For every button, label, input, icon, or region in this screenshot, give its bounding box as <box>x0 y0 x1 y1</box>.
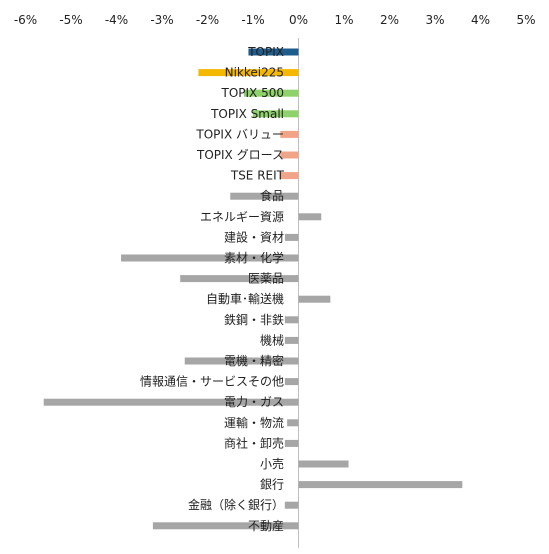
x-tick-label: 1% <box>334 13 353 27</box>
category-label: TOPIX Small <box>210 107 284 121</box>
x-tick-label: -5% <box>59 13 82 27</box>
category-label: Nikkei225 <box>225 66 284 80</box>
bar <box>280 151 299 159</box>
category-label: 鉄鋼・非鉄 <box>224 312 284 327</box>
bar <box>43 398 299 406</box>
category-label: 建設・資材 <box>224 229 284 244</box>
bar <box>121 254 299 262</box>
bar <box>198 69 299 77</box>
category-label: 金融（除く銀行） <box>188 497 284 512</box>
category-label: 自動車･輸送機 <box>206 291 284 306</box>
category-label: TSE REIT <box>230 169 285 183</box>
bar <box>248 48 299 56</box>
category-label: 素材・化学 <box>224 250 284 265</box>
x-tick-label: -4% <box>105 13 128 27</box>
bar <box>284 316 299 324</box>
x-tick-label: -6% <box>14 13 37 27</box>
bar <box>253 110 299 118</box>
category-label: TOPIX <box>247 45 284 59</box>
bar <box>184 357 299 365</box>
bar <box>298 481 463 489</box>
category-label: 食品 <box>260 188 284 203</box>
bar <box>280 172 299 180</box>
category-label: 情報通信・サービスその他 <box>140 375 284 389</box>
x-tick-label: 4% <box>471 13 490 27</box>
bar <box>287 419 299 427</box>
bar <box>230 192 299 200</box>
category-label: 商社・卸売 <box>224 435 284 450</box>
category-labels-group: TOPIX Nikkei225 TOPIX 500 TOPIX Small TOPIX … <box>140 45 285 533</box>
x-tick-label: 2% <box>380 13 399 27</box>
bar <box>284 439 299 447</box>
category-label: 医薬品 <box>248 272 284 286</box>
x-tick-label: 5% <box>516 13 535 27</box>
category-label: 小売 <box>260 456 284 471</box>
bar <box>284 378 299 386</box>
bar <box>243 89 299 97</box>
x-tick-label: -3% <box>150 13 173 27</box>
bars-group <box>43 48 463 530</box>
category-label: TOPIX 500 <box>221 86 285 100</box>
bar <box>284 501 299 509</box>
bar <box>298 295 331 303</box>
category-label: 電力・ガス <box>224 395 284 409</box>
category-label: 不動産 <box>248 518 284 533</box>
bar <box>298 460 349 468</box>
x-axis-ticks: -6% -5% -4% -3% -2% -1% 0% 1% 2% 3% 4% 5% <box>14 13 536 27</box>
x-tick-label: -1% <box>241 13 264 27</box>
category-label: エネルギー資源 <box>200 210 284 224</box>
category-label: 機械 <box>260 332 284 347</box>
category-label: 運輸・物流 <box>224 415 284 430</box>
bar <box>180 275 299 283</box>
category-label: TOPIX グロース <box>196 148 284 162</box>
bar <box>298 213 322 221</box>
category-label: TOPIX バリュー <box>195 127 284 141</box>
x-tick-label: -2% <box>196 13 219 27</box>
category-label: 銀行 <box>260 478 284 492</box>
bar <box>152 522 299 530</box>
x-tick-label: 3% <box>425 13 444 27</box>
bar <box>284 233 299 241</box>
category-label: 電機・精密 <box>224 353 284 368</box>
bar <box>284 336 299 344</box>
x-tick-label: 0% <box>289 13 308 27</box>
bar <box>280 130 299 138</box>
